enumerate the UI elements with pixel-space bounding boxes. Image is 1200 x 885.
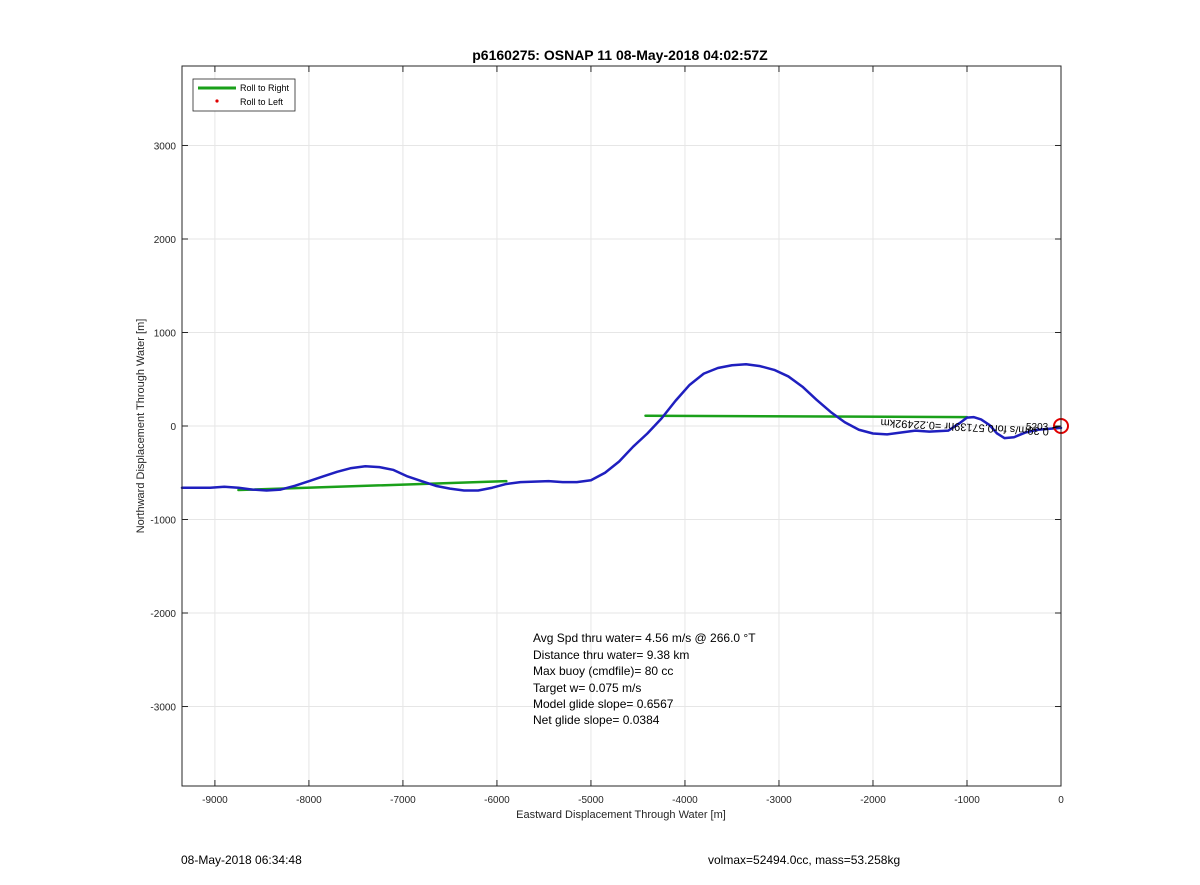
x-tick-label: -1000 (954, 795, 980, 806)
roll-right-segment (644, 414, 969, 419)
y-tick-label: 1000 (154, 328, 177, 339)
plot-lines (180, 363, 1063, 492)
stat-distance: Distance thru water= 9.38 km (533, 648, 689, 662)
legend-box (192, 78, 296, 112)
legend-label-roll-left: Roll to Left (240, 97, 284, 107)
stats-annotation: Avg Spd thru water= 4.56 m/s @ 266.0 °T … (533, 631, 756, 727)
chart-title: p6160275: OSNAP 11 08-May-2018 04:02:57Z (472, 47, 768, 63)
x-tick-label: -5000 (578, 795, 604, 806)
x-axis-label: Eastward Displacement Through Water [m] (516, 809, 726, 821)
legend-label-roll-right: Roll to Right (240, 83, 290, 93)
x-tick-label: -9000 (202, 795, 228, 806)
footer-timestamp: 08-May-2018 06:34:48 (181, 853, 302, 867)
y-tick-label: 0 (170, 422, 176, 433)
displacement-track-line (180, 363, 1063, 492)
y-tick-label: -2000 (150, 609, 176, 620)
y-tick-label: -3000 (150, 703, 176, 714)
stat-target-w: Target w= 0.075 m/s (533, 681, 641, 695)
x-tick-label: -8000 (296, 795, 322, 806)
stat-model-glide: Model glide slope= 0.6567 (533, 697, 674, 711)
y-tick-label: -1000 (150, 516, 176, 527)
grid-lines (182, 66, 1062, 786)
y-tick-label: 3000 (154, 141, 177, 152)
x-tick-label: -4000 (672, 795, 698, 806)
y-axis-label: Northward Displacement Through Water [m] (135, 319, 147, 534)
x-tick-label: -3000 (766, 795, 792, 806)
stat-net-glide: Net glide slope= 0.0384 (533, 713, 660, 727)
stat-max-buoy: Max buoy (cmdfile)= 80 cc (533, 664, 673, 678)
legend: Roll to Right Roll to Left (192, 78, 296, 112)
footer-mass-info: volmax=52494.0cc, mass=53.258kg (708, 853, 901, 867)
legend-swatch-roll-left (215, 99, 219, 103)
x-tick-label: -7000 (390, 795, 416, 806)
axis-ticks: -9000 -8000 -7000 -6000 -5000 -4000 -3000 -2000… (150, 66, 1064, 806)
x-tick-label: -2000 (860, 795, 886, 806)
y-tick-label: 2000 (154, 235, 177, 246)
x-tick-label: -6000 (484, 795, 510, 806)
x-tick-label: 0 (1058, 795, 1064, 806)
end-marker-label: 5203 (1026, 422, 1049, 433)
stat-avg-speed: Avg Spd thru water= 4.56 m/s @ 266.0 °T (533, 631, 756, 645)
